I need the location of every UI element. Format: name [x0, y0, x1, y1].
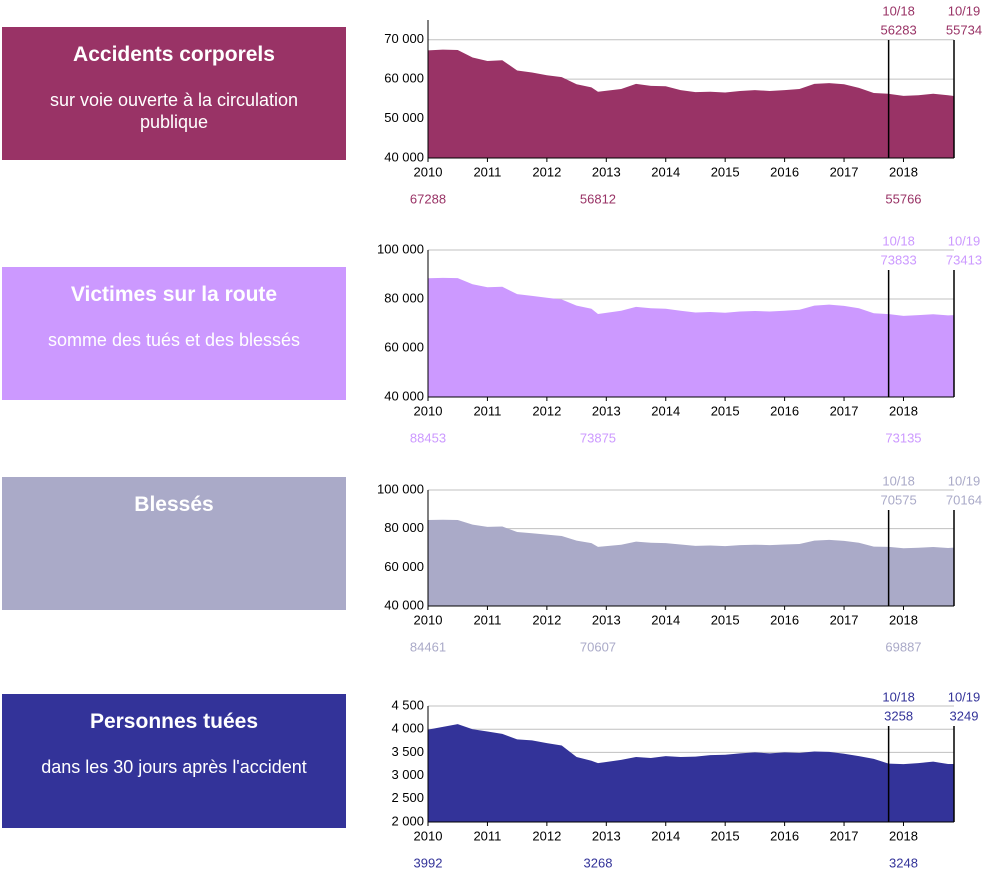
y-tick-label: 2 000 [391, 813, 424, 828]
reference-value: 55766 [885, 191, 921, 206]
reference-value: 3992 [414, 855, 443, 870]
reference-value: 73135 [885, 430, 921, 445]
panel-subtitle: dans les 30 jours après l'accident [41, 757, 307, 777]
reference-value: 3268 [584, 855, 613, 870]
marker-value: 70164 [946, 492, 982, 507]
marker-value: 55734 [946, 22, 982, 37]
x-tick-label: 2011 [473, 828, 501, 843]
panel-box: Victimes sur la route somme des tués et d… [2, 267, 346, 400]
y-tick-label: 70 000 [384, 31, 424, 46]
marker-date: 10/19 [948, 233, 981, 248]
reference-value: 3248 [889, 855, 918, 870]
x-tick-label: 2010 [414, 403, 443, 418]
reference-value: 84461 [410, 639, 446, 654]
x-tick-label: 2015 [711, 612, 740, 627]
y-tick-label: 60 000 [384, 559, 424, 574]
x-tick-label: 2012 [532, 828, 561, 843]
x-tick-label: 2017 [830, 164, 859, 179]
x-tick-label: 2016 [770, 403, 799, 418]
area [428, 724, 954, 822]
y-tick-label: 60 000 [384, 71, 424, 86]
y-tick-label: 2 500 [391, 790, 424, 805]
x-tick-label: 2010 [414, 828, 443, 843]
panel-title: Victimes sur la route [70, 283, 278, 306]
panel-box: Accidents corporels sur voie ouverte à la… [2, 27, 346, 160]
marker-value: 3258 [884, 708, 913, 723]
y-tick-label: 3 500 [391, 744, 424, 759]
reference-value: 88453 [410, 430, 446, 445]
y-tick-label: 4 500 [391, 697, 424, 712]
x-tick-label: 2015 [711, 828, 740, 843]
x-tick-label: 2018 [889, 612, 918, 627]
y-tick-label: 80 000 [384, 290, 424, 305]
y-tick-label: 50 000 [384, 110, 424, 125]
reference-value: 67288 [410, 191, 446, 206]
panel-subtitle: sur voie ouverte à la circulation publiq… [49, 90, 299, 132]
x-tick-label: 2012 [532, 612, 561, 627]
area [428, 519, 954, 606]
x-tick-label: 2011 [473, 612, 501, 627]
x-tick-label: 2010 [414, 164, 443, 179]
x-tick-label: 2012 [532, 164, 561, 179]
x-tick-label: 2016 [770, 164, 799, 179]
x-tick-label: 2017 [830, 612, 859, 627]
reference-value: 70607 [580, 639, 616, 654]
marker-value: 73413 [946, 252, 982, 267]
marker-date: 10/19 [948, 473, 981, 488]
y-tick-label: 4 000 [391, 721, 424, 736]
marker-value: 70575 [881, 492, 917, 507]
panel-subtitle: somme des tués et des blessés [47, 330, 301, 350]
panel-title: Blessés [134, 493, 214, 516]
x-tick-label: 2010 [414, 612, 443, 627]
x-tick-label: 2018 [889, 828, 918, 843]
marker-value: 73833 [881, 252, 917, 267]
marker-date: 10/18 [882, 3, 915, 18]
x-tick-label: 2015 [711, 164, 740, 179]
reference-value: 69887 [885, 639, 921, 654]
x-tick-label: 2011 [473, 403, 501, 418]
y-tick-label: 3 000 [391, 767, 424, 782]
marker-date: 10/19 [948, 689, 981, 704]
x-tick-label: 2013 [592, 828, 621, 843]
panel-box: Personnes tuées dans les 30 jours après l… [2, 694, 346, 828]
x-tick-label: 2014 [651, 612, 680, 627]
y-tick-label: 80 000 [384, 520, 424, 535]
x-tick-label: 2017 [830, 828, 859, 843]
panel-box: Blessés [2, 477, 346, 610]
y-tick-label: 40 000 [384, 597, 424, 612]
reference-value: 56812 [580, 191, 616, 206]
x-tick-label: 2018 [889, 164, 918, 179]
x-tick-label: 2013 [592, 612, 621, 627]
x-tick-label: 2014 [651, 403, 680, 418]
reference-value: 73875 [580, 430, 616, 445]
y-tick-label: 100 000 [377, 481, 424, 496]
x-tick-label: 2012 [532, 403, 561, 418]
marker-value: 3249 [950, 708, 979, 723]
y-tick-label: 40 000 [384, 149, 424, 164]
area [428, 49, 954, 159]
marker-date: 10/18 [882, 233, 915, 248]
x-tick-label: 2014 [651, 164, 680, 179]
panel-title: Personnes tuées [89, 710, 259, 733]
area [428, 277, 954, 397]
x-tick-label: 2016 [770, 612, 799, 627]
marker-date: 10/18 [882, 473, 915, 488]
x-tick-label: 2011 [473, 164, 501, 179]
marker-value: 56283 [881, 22, 917, 37]
x-tick-label: 2015 [711, 403, 740, 418]
x-tick-label: 2013 [592, 403, 621, 418]
x-tick-label: 2016 [770, 828, 799, 843]
marker-date: 10/18 [882, 689, 915, 704]
x-tick-label: 2014 [651, 828, 680, 843]
y-tick-label: 100 000 [377, 241, 424, 256]
x-tick-label: 2013 [592, 164, 621, 179]
x-tick-label: 2017 [830, 403, 859, 418]
y-tick-label: 40 000 [384, 388, 424, 403]
marker-date: 10/19 [948, 3, 981, 18]
x-tick-label: 2018 [889, 403, 918, 418]
panel-title: Accidents corporels [73, 43, 275, 66]
y-tick-label: 60 000 [384, 339, 424, 354]
